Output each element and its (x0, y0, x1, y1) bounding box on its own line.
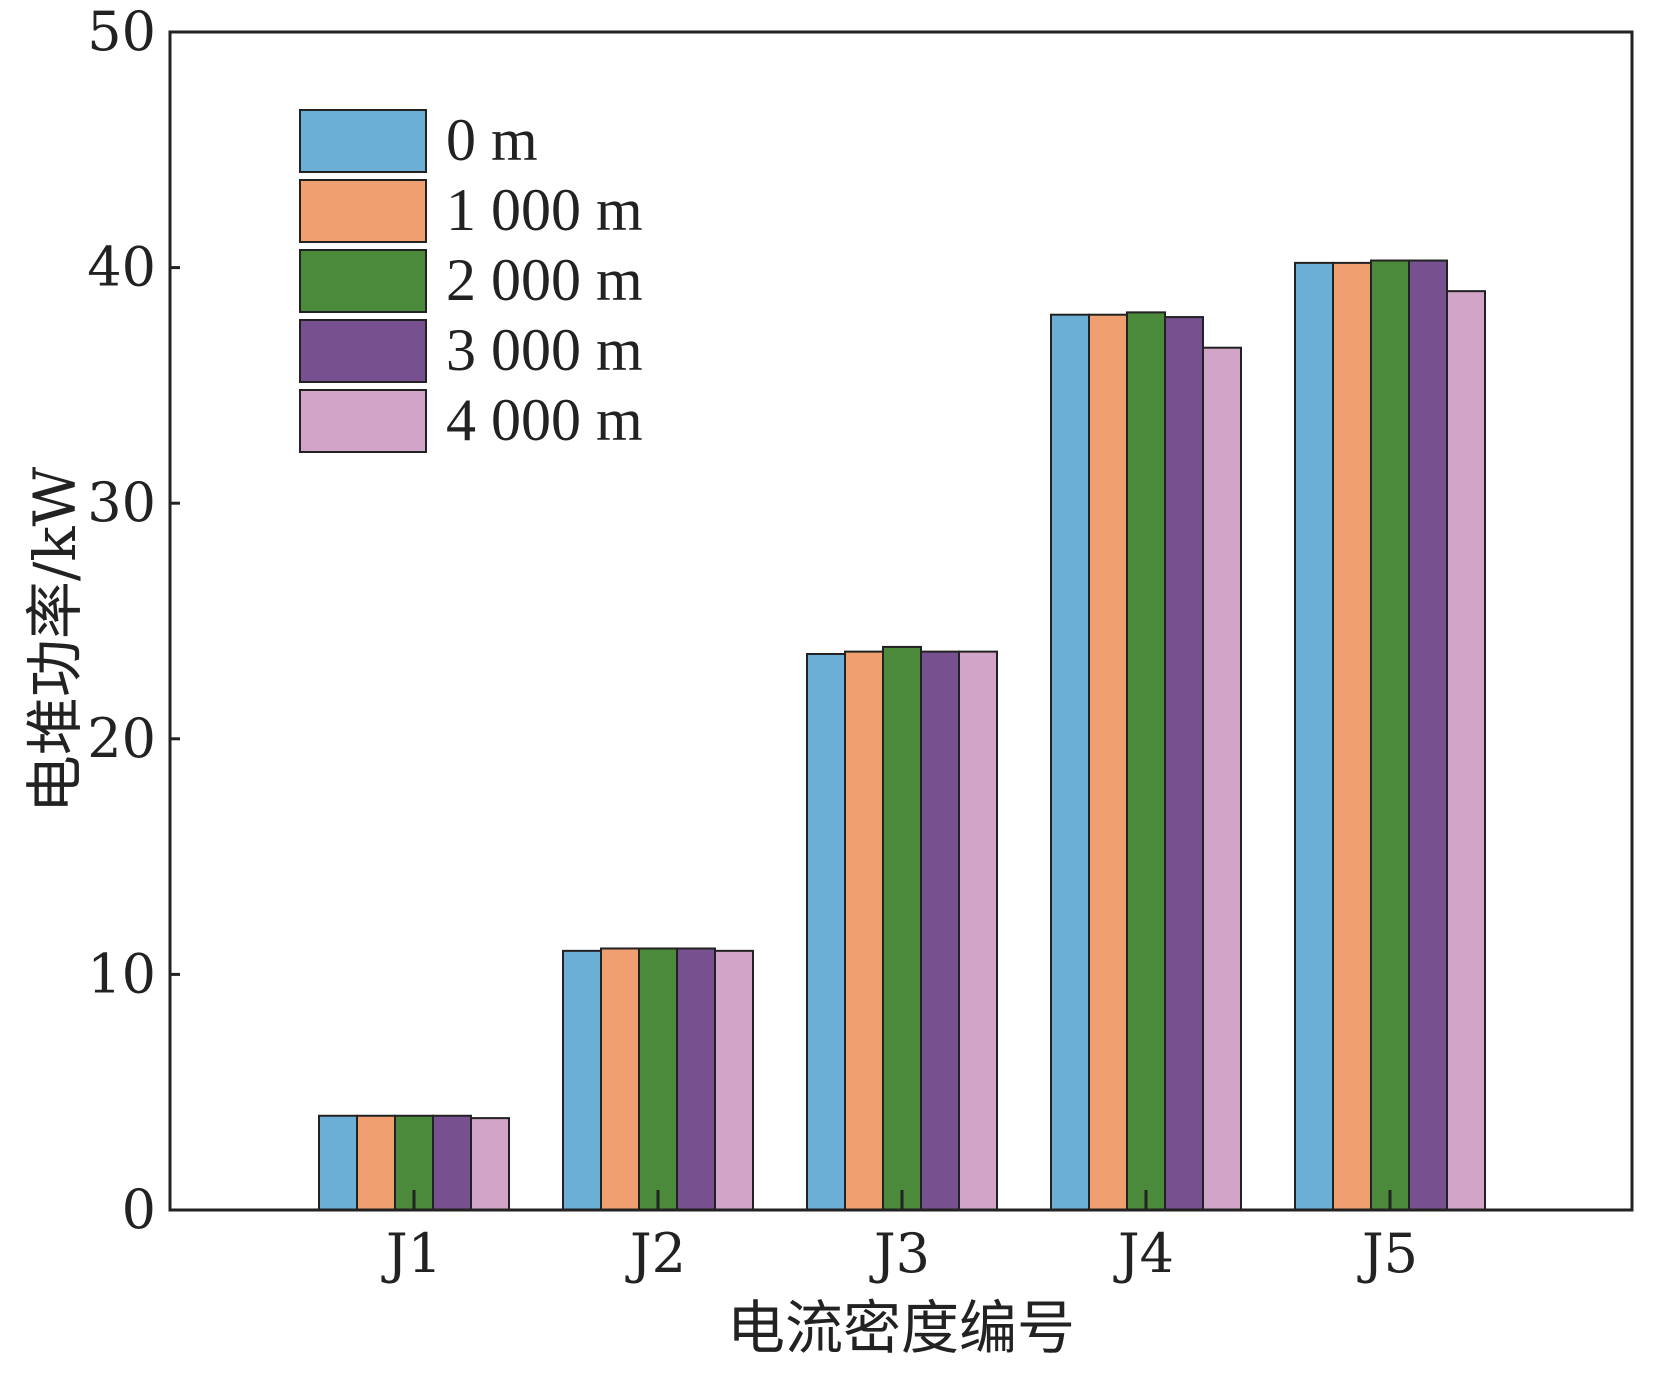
bar-j3-series-3 (882, 645, 922, 1211)
legend-label: 4 000 m (446, 387, 643, 453)
bar-j4-series-5 (1202, 346, 1242, 1212)
y-tick-label: 20 (87, 707, 156, 770)
bar-j1-series-5 (470, 1117, 510, 1211)
y-axis-title: 电堆功率/kW (21, 466, 89, 813)
x-tick-label: J1 (381, 1222, 442, 1285)
legend-swatch (299, 389, 427, 453)
y-tick-label: 50 (87, 0, 156, 63)
x-tick-label: J5 (1357, 1222, 1418, 1285)
bar-j2-series-5 (714, 949, 754, 1212)
x-axis: J1 J2 J3 J4 J5 (381, 1190, 1418, 1285)
bar-j1-series-4 (432, 1114, 472, 1212)
bar-j2-series-4 (676, 947, 716, 1211)
y-tick-label: 40 (87, 236, 156, 299)
bar-j3-series-2 (844, 650, 884, 1211)
bar-j3-series-5 (958, 650, 998, 1211)
y-tick-label: 10 (87, 942, 156, 1005)
bar-j1-series-2 (356, 1114, 396, 1212)
bars-layer (318, 259, 1486, 1212)
legend-swatch (299, 249, 427, 313)
bar-j4-series-2 (1088, 313, 1128, 1212)
x-axis-title: 电流密度编号 (727, 1294, 1075, 1362)
bar-j2-series-3 (638, 947, 678, 1211)
bar-j5-series-3 (1370, 259, 1410, 1212)
bar-j5-series-4 (1408, 259, 1448, 1212)
bar-j4-series-3 (1126, 311, 1166, 1211)
bar-j4-series-4 (1164, 316, 1204, 1211)
legend-swatch (299, 319, 427, 383)
bar-j1-series-1 (318, 1114, 358, 1212)
bar-j3-series-4 (920, 650, 960, 1211)
legend-label: 1 000 m (446, 177, 643, 243)
x-tick-label: J2 (625, 1222, 686, 1285)
bar-j3-series-1 (806, 652, 846, 1211)
legend-swatch (299, 179, 427, 243)
x-tick-label: J3 (869, 1222, 930, 1285)
legend-label: 2 000 m (446, 247, 643, 313)
y-tick-label: 30 (87, 471, 156, 534)
bar-j5-series-2 (1332, 261, 1372, 1211)
bar-j5-series-1 (1294, 261, 1334, 1211)
y-tick-label: 0 (122, 1178, 156, 1241)
legend-label: 0 m (446, 107, 538, 173)
bar-j2-series-1 (562, 949, 602, 1212)
legend-swatch (299, 109, 427, 173)
bar-j2-series-2 (600, 947, 640, 1211)
bar-j5-series-5 (1446, 290, 1486, 1212)
legend: 0 m1 000 m2 000 m3 000 m4 000 m (299, 107, 643, 453)
x-tick-label: J4 (1113, 1222, 1174, 1285)
legend-label: 3 000 m (446, 317, 643, 383)
y-axis: 0 10 20 30 40 50 (87, 0, 180, 1241)
bar-j4-series-1 (1050, 313, 1090, 1212)
